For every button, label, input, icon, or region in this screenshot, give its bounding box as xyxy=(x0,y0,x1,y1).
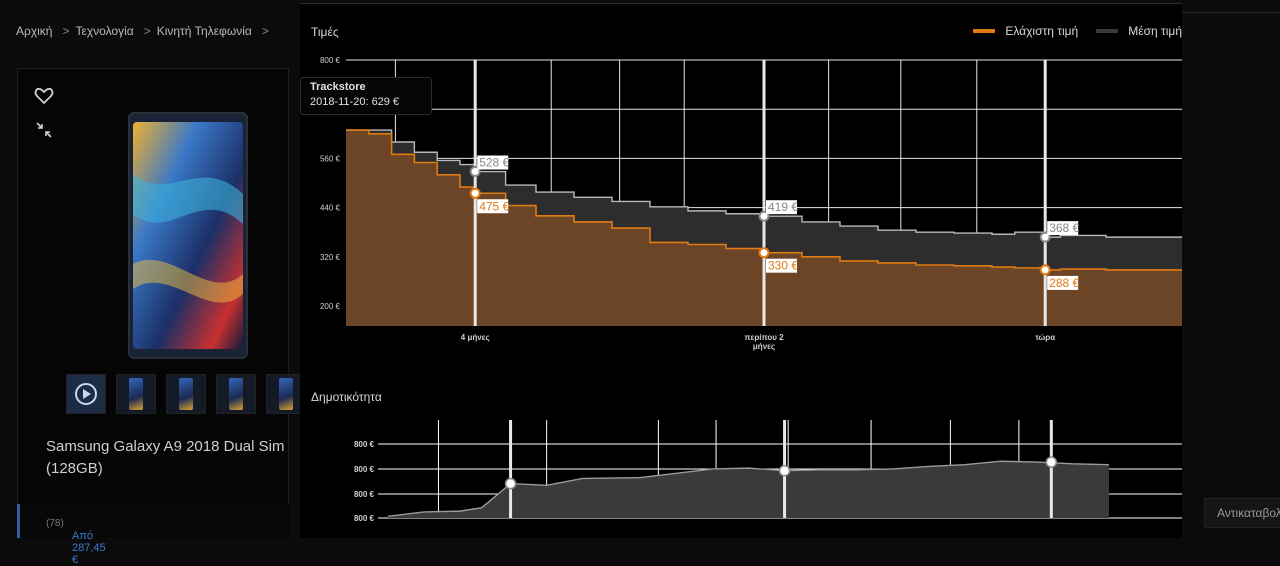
marker-label-bg xyxy=(766,258,797,273)
legend-item-avg[interactable]: Μέση τιμή xyxy=(1096,24,1182,38)
y-tick-label: 560 € xyxy=(320,154,341,163)
legend-label-min: Ελάχιστη τιμή xyxy=(1005,24,1079,38)
marker-label-bg xyxy=(766,200,797,215)
heart-icon[interactable] xyxy=(34,86,54,106)
marker-label: 419 € xyxy=(768,200,798,214)
breadcrumb-home[interactable]: Αρχική xyxy=(16,24,53,38)
min-price-area xyxy=(346,130,1182,326)
panel-top-border xyxy=(300,0,1182,4)
legend-swatch-avg xyxy=(1096,29,1119,33)
offers-count: (78) xyxy=(46,518,64,529)
marker-label: 475 € xyxy=(479,199,509,213)
price-chart-title: Τιμές xyxy=(311,25,339,39)
collapse-icon[interactable] xyxy=(34,120,54,140)
y-tick-label: 800 € xyxy=(354,514,375,523)
breadcrumb-separator: > xyxy=(261,24,269,38)
thumbnail-strip xyxy=(66,374,306,414)
price-marker xyxy=(469,187,481,199)
cash-on-delivery-button[interactable]: Αντικαταβολή xyxy=(1204,498,1280,528)
y-tick-label: 800 € xyxy=(320,56,341,65)
marker-label-bg xyxy=(477,155,509,170)
marker-label: 330 € xyxy=(768,259,798,273)
y-tick-label: 440 € xyxy=(320,204,341,213)
y-tick-label: 800 € xyxy=(354,465,375,474)
breadcrumb-mobile[interactable]: Κινητή Τηλεφωνία xyxy=(156,24,252,38)
popularity-chart[interactable]: 800 € 800 € 800 € 800 € xyxy=(300,410,1182,538)
play-icon xyxy=(75,383,97,405)
x-tick-label: περίπου 2 xyxy=(744,333,784,342)
popularity-chart-title: Δημοτικότητα xyxy=(311,390,382,404)
breadcrumb-separator: > xyxy=(143,24,151,38)
legend-item-min[interactable]: Ελάχιστη τιμή xyxy=(973,24,1078,38)
y-tick-label: 320 € xyxy=(320,253,341,262)
price-chart-legend: Ελάχιστη τιμή Μέση τιμή xyxy=(973,24,1182,38)
legend-label-avg: Μέση τιμή xyxy=(1128,24,1182,38)
popularity-marker xyxy=(504,477,517,490)
video-thumbnail[interactable] xyxy=(66,374,106,414)
x-tick-label: μήνες xyxy=(753,342,775,351)
chart-tooltip: Trackstore 2018-11-20: 629 € xyxy=(300,77,432,115)
x-tick-label: 4 μήνες xyxy=(461,333,490,342)
image-thumbnail[interactable] xyxy=(116,374,156,414)
y-tick-label: 800 € xyxy=(354,490,375,499)
tooltip-title: Trackstore xyxy=(310,81,366,93)
legend-swatch-min xyxy=(973,29,996,33)
price-chart[interactable]: 800 €680 €560 €440 €320 €200 €528 €419 €… xyxy=(300,40,1182,360)
divider xyxy=(1182,12,1280,13)
marker-label: 368 € xyxy=(1049,221,1079,235)
popularity-line xyxy=(387,460,1110,517)
marker-label: 288 € xyxy=(1049,276,1079,290)
popularity-marker xyxy=(1045,456,1058,468)
breadcrumb-separator: > xyxy=(62,24,70,38)
product-title: Samsung Galaxy A9 2018 Dual Sim (128GB) xyxy=(46,438,285,477)
price-from-bar[interactable]: Από 287,45 € (78) xyxy=(17,504,290,566)
product-image[interactable] xyxy=(128,112,248,359)
popularity-marker xyxy=(778,464,791,477)
breadcrumb-technology[interactable]: Τεχνολογία xyxy=(75,24,134,38)
image-thumbnail[interactable] xyxy=(266,374,306,414)
price-marker xyxy=(758,247,770,259)
marker-label: 528 € xyxy=(479,156,509,170)
y-tick-label: 200 € xyxy=(320,302,341,311)
image-thumbnail[interactable] xyxy=(166,374,206,414)
marker-label-bg xyxy=(1047,275,1079,290)
avg-price-line xyxy=(346,129,1182,238)
popularity-area xyxy=(388,461,1109,518)
x-tick-label: τώρα xyxy=(1035,333,1055,342)
min-price-line xyxy=(346,129,1182,271)
price-from: Από 287,45 € xyxy=(72,530,106,566)
image-thumbnail[interactable] xyxy=(216,374,256,414)
marker-label-bg xyxy=(1047,221,1079,236)
price-marker xyxy=(1039,264,1051,276)
tooltip-text: 2018-11-20: 629 € xyxy=(310,96,400,108)
breadcrumb: Αρχική > Τεχνολογία > Κινητή Τηλεφωνία > xyxy=(16,24,275,38)
y-tick-label: 800 € xyxy=(354,440,375,449)
marker-label-bg xyxy=(477,199,509,214)
